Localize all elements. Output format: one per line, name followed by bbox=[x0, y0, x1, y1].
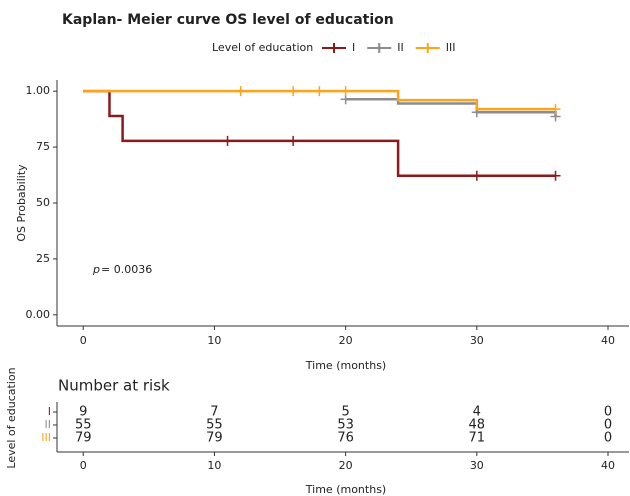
censor-mark bbox=[471, 170, 482, 181]
censor-mark bbox=[222, 135, 233, 146]
censor-mark bbox=[314, 86, 325, 97]
x-tick-label: 30 bbox=[470, 334, 484, 347]
legend-title: Level of education bbox=[212, 41, 313, 54]
x-tick-label: 40 bbox=[601, 334, 615, 347]
chart-title: Kaplan- Meier curve OS level of educatio… bbox=[62, 12, 394, 28]
x-tick-label: 10 bbox=[207, 334, 221, 347]
censor-mark bbox=[550, 170, 561, 181]
y-axis-label: OS Probability bbox=[15, 164, 28, 242]
legend-label: III bbox=[446, 41, 456, 54]
risk-count: 9 bbox=[79, 405, 87, 420]
censor-mark bbox=[340, 86, 351, 97]
censor-mark bbox=[550, 104, 561, 115]
risk-x-label: Time (months) bbox=[305, 483, 386, 496]
x-tick-label: 20 bbox=[339, 334, 353, 347]
risk-y-label: Level of education bbox=[5, 367, 18, 468]
risk-count: 0 bbox=[604, 418, 612, 433]
censor-mark bbox=[288, 135, 299, 146]
risk-count: 55 bbox=[206, 418, 223, 433]
risk-count: 4 bbox=[473, 405, 481, 420]
risk-x-tick-label: 40 bbox=[601, 459, 615, 472]
legend-key bbox=[415, 43, 440, 53]
risk-row-label: III bbox=[41, 431, 51, 444]
censor-mark bbox=[235, 86, 246, 97]
risk-x-tick-label: 20 bbox=[339, 459, 353, 472]
y-tick-label: 1.00 bbox=[26, 84, 51, 97]
risk-count: 48 bbox=[469, 418, 486, 433]
legend-key bbox=[322, 43, 346, 53]
risk-count: 53 bbox=[337, 418, 354, 433]
risk-count: 5 bbox=[341, 405, 349, 420]
x-axis-label: Time (months) bbox=[305, 359, 386, 372]
y-tick-label: 25 bbox=[36, 252, 50, 265]
risk-x-tick-label: 0 bbox=[80, 459, 87, 472]
legend-label: I bbox=[352, 41, 355, 54]
y-tick-label: 0.00 bbox=[26, 308, 51, 321]
risk-count: 0 bbox=[604, 405, 612, 420]
risk-count: 7 bbox=[210, 405, 218, 420]
x-tick-label: 0 bbox=[80, 334, 87, 347]
censor-mark bbox=[288, 86, 299, 97]
p-value: = 0.0036 bbox=[101, 263, 152, 276]
risk-count: 79 bbox=[206, 431, 223, 446]
risk-title: Number at risk bbox=[58, 377, 170, 395]
risk-row-label: I bbox=[48, 405, 51, 418]
legend-key bbox=[367, 43, 392, 53]
y-tick-label: 75 bbox=[36, 140, 50, 153]
risk-count: 79 bbox=[75, 431, 92, 446]
risk-count: 76 bbox=[337, 431, 354, 446]
p-symbol: p bbox=[92, 263, 100, 276]
survival-curve bbox=[83, 89, 556, 177]
risk-row-label: II bbox=[45, 418, 52, 431]
y-tick-label: 50 bbox=[36, 196, 50, 209]
risk-x-tick-label: 10 bbox=[207, 459, 221, 472]
risk-x-tick-label: 30 bbox=[470, 459, 484, 472]
risk-count: 71 bbox=[469, 431, 486, 446]
risk-count: 55 bbox=[75, 418, 92, 433]
legend-label: II bbox=[397, 41, 404, 54]
risk-count: 0 bbox=[604, 431, 612, 446]
